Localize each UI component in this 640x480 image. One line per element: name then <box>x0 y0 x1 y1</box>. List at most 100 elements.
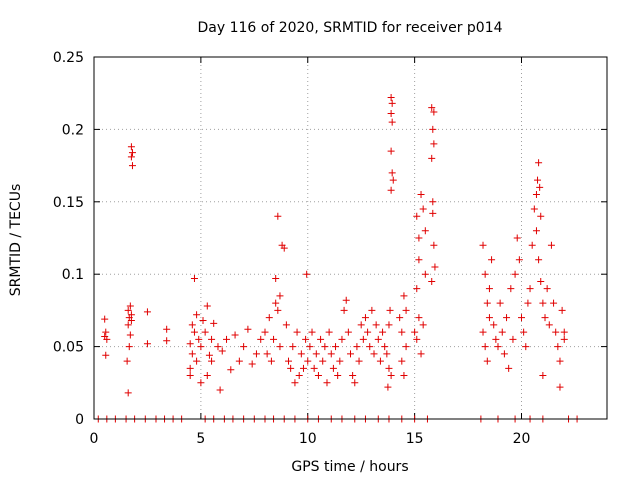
y-axis-label: SRMTID / TECUs <box>8 184 24 297</box>
data-point <box>532 191 540 199</box>
data-point <box>231 331 239 339</box>
data-point <box>127 153 135 161</box>
data-point <box>143 308 151 316</box>
data-point <box>186 340 194 348</box>
data-point <box>210 319 218 327</box>
data-point <box>364 328 372 336</box>
data-point <box>302 335 310 343</box>
data-point <box>303 270 311 278</box>
plot-frame <box>93 56 608 420</box>
data-point <box>421 270 429 278</box>
data-point <box>556 357 564 365</box>
data-point <box>293 328 301 336</box>
data-point <box>361 314 369 322</box>
data-point <box>383 350 391 358</box>
data-point <box>560 335 568 343</box>
data-point <box>402 343 410 351</box>
data-point <box>507 285 515 293</box>
x-tick-label: 20 <box>513 431 531 447</box>
data-point <box>291 379 299 387</box>
data-point <box>327 350 335 358</box>
data-point <box>297 350 305 358</box>
data-point <box>419 205 427 213</box>
data-point <box>384 383 392 391</box>
data-point <box>402 306 410 314</box>
data-point <box>270 335 278 343</box>
data-point <box>396 314 404 322</box>
data-point <box>272 275 280 283</box>
data-point <box>248 360 256 368</box>
data-point <box>186 364 194 372</box>
axis-ticks: 0 0.05 0.1 0.15 0.2 0.25 0 5 10 15 20 <box>53 50 607 447</box>
data-point <box>349 372 357 380</box>
data-point <box>545 321 553 329</box>
data-point <box>494 343 502 351</box>
data-point <box>304 357 312 365</box>
data-point <box>376 357 384 365</box>
x-tick-label: 15 <box>406 431 424 447</box>
data-point <box>342 296 350 304</box>
y-tick-label: 0.15 <box>53 195 84 211</box>
data-point <box>193 311 201 319</box>
data-point <box>415 234 423 242</box>
data-point <box>515 256 523 264</box>
data-point <box>411 328 419 336</box>
data-point <box>372 321 380 329</box>
data-point <box>429 125 437 133</box>
data-point <box>539 372 547 380</box>
data-point <box>547 241 555 249</box>
data-point <box>417 350 425 358</box>
data-point <box>128 149 136 157</box>
data-point <box>197 343 205 351</box>
chart-title: Day 116 of 2020, SRMTID for receiver p01… <box>197 20 502 36</box>
data-point <box>208 357 216 365</box>
data-point <box>102 351 110 359</box>
data-point <box>195 335 203 343</box>
data-point <box>379 328 387 336</box>
data-point <box>321 343 329 351</box>
data-point <box>556 383 564 391</box>
grid-lines <box>94 57 607 419</box>
data-point <box>276 292 284 300</box>
data-point <box>490 321 498 329</box>
data-point <box>188 321 196 329</box>
data-point <box>261 328 269 336</box>
data-point <box>124 321 132 329</box>
data-point <box>216 386 224 394</box>
data-point <box>389 176 397 184</box>
data-point <box>223 335 231 343</box>
data-point <box>351 379 359 387</box>
data-point <box>398 357 406 365</box>
data-point <box>428 277 436 285</box>
data-point <box>537 212 545 220</box>
data-point <box>413 285 421 293</box>
data-point <box>299 364 307 372</box>
data-point <box>483 299 491 307</box>
data-point <box>125 343 133 351</box>
data-point <box>417 191 425 199</box>
data-point <box>295 372 303 380</box>
data-point <box>274 306 282 314</box>
data-point <box>201 328 209 336</box>
data-point <box>415 314 423 322</box>
data-point <box>387 372 395 380</box>
data-point <box>218 347 226 355</box>
data-point <box>370 350 378 358</box>
data-point <box>481 270 489 278</box>
data-point <box>428 154 436 162</box>
data-point <box>558 306 566 314</box>
data-point <box>123 357 131 365</box>
data-point <box>252 350 260 358</box>
data-point <box>479 328 487 336</box>
y-tick-label: 0.25 <box>53 50 84 66</box>
data-point <box>127 143 135 151</box>
data-point <box>334 372 342 380</box>
data-point <box>537 277 545 285</box>
data-point <box>388 118 396 126</box>
data-point <box>481 343 489 351</box>
data-point <box>274 212 282 220</box>
data-point <box>530 205 538 213</box>
data-point <box>413 335 421 343</box>
data-point <box>347 350 354 358</box>
data-point <box>536 183 544 191</box>
